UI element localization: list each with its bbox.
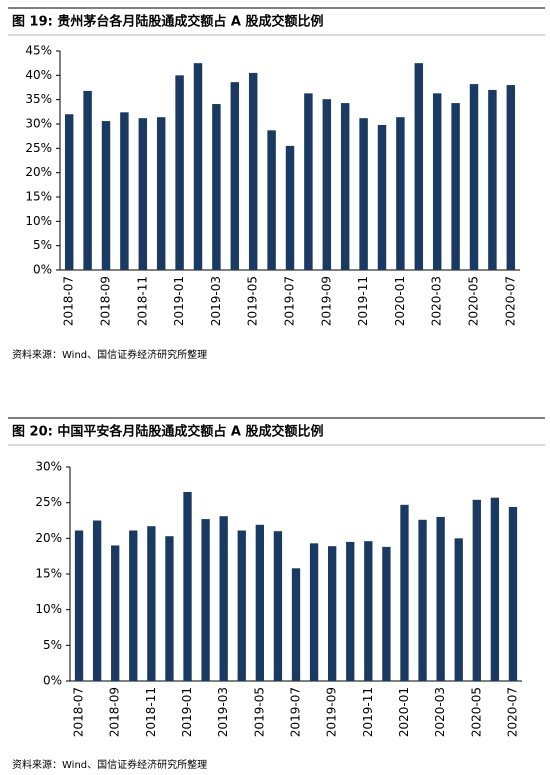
- bar: [129, 530, 138, 681]
- bar: [454, 538, 463, 681]
- bar: [488, 89, 497, 270]
- bar: [506, 85, 516, 270]
- y-tick-label: 30%: [25, 117, 52, 131]
- x-tick-label: 2020-03: [433, 687, 447, 737]
- bar: [64, 114, 74, 271]
- x-tick-label: 2019-09: [319, 276, 333, 326]
- y-tick-label: 15%: [35, 567, 62, 581]
- y-tick-label: 25%: [35, 495, 62, 509]
- bar: [451, 103, 460, 270]
- x-tick-label: 2018-07: [62, 276, 76, 326]
- bar: [183, 491, 192, 681]
- chart-title: 图 19: 贵州茅台各月陆股通成交额占 A 股成交额比例: [12, 14, 323, 30]
- bar: [382, 546, 391, 681]
- source-note: 资料来源：Wind、国信证券经济研究所整理: [12, 348, 207, 361]
- x-tick-label: 2020-05: [467, 276, 481, 326]
- bar: [377, 124, 387, 271]
- bar: [212, 104, 221, 271]
- x-tick-label: 2019-03: [209, 276, 223, 326]
- y-tick-label: 20%: [25, 165, 52, 179]
- bar: [248, 72, 258, 271]
- bar: [120, 112, 129, 270]
- x-tick-label: 2018-09: [99, 276, 113, 326]
- y-tick-label: 25%: [25, 141, 52, 155]
- bar: [237, 530, 246, 681]
- bar: [414, 63, 424, 270]
- bar: [111, 545, 120, 681]
- bar: [291, 568, 301, 681]
- bar: [346, 541, 355, 681]
- bar: [418, 519, 427, 681]
- bar: [201, 519, 210, 681]
- chart-title: 图 20: 中国平安各月陆股通成交额占 A 股成交额比例: [12, 424, 323, 440]
- bar: [255, 524, 264, 681]
- x-tick-label: 2019-09: [325, 687, 339, 737]
- bar: [273, 531, 283, 681]
- bar: [322, 99, 332, 271]
- x-tick-label: 2020-05: [469, 687, 483, 737]
- x-tick-label: 2018-11: [135, 276, 149, 326]
- bar: [165, 536, 174, 681]
- x-tick-label: 2018-09: [108, 687, 122, 737]
- y-tick-label: 5%: [33, 238, 52, 252]
- bar: [101, 121, 111, 270]
- bar: [74, 530, 84, 681]
- bar: [359, 118, 368, 270]
- x-tick-label: 2018-11: [144, 687, 158, 737]
- bar: [432, 93, 442, 270]
- bar: [147, 526, 156, 681]
- bar: [267, 130, 276, 270]
- x-tick-label: 2020-03: [430, 276, 444, 326]
- y-tick-label: 10%: [35, 602, 62, 616]
- y-tick-label: 15%: [25, 190, 52, 204]
- y-tick-label: 10%: [25, 214, 52, 228]
- bar: [175, 75, 184, 270]
- x-tick-label: 2019-05: [246, 276, 260, 326]
- bar: [193, 63, 203, 270]
- y-tick-label: 5%: [43, 638, 62, 652]
- x-tick-label: 2019-01: [180, 687, 194, 737]
- x-tick-label: 2018-07: [72, 687, 86, 737]
- bar: [490, 497, 500, 681]
- bar: [138, 118, 148, 270]
- bar: [92, 520, 102, 681]
- y-tick-label: 40%: [25, 68, 52, 82]
- bar: [396, 117, 405, 270]
- bar: [285, 145, 295, 270]
- x-tick-label: 2019-01: [172, 276, 186, 326]
- x-tick-label: 2019-05: [252, 687, 266, 737]
- bar: [508, 506, 518, 681]
- y-tick-label: 0%: [33, 263, 52, 277]
- bar: [469, 84, 479, 271]
- bar: [400, 504, 409, 681]
- x-tick-label: 2019-11: [356, 276, 370, 326]
- bar: [328, 546, 337, 681]
- bar: [304, 93, 313, 270]
- x-tick-label: 2020-01: [397, 687, 411, 737]
- bar: [472, 499, 481, 681]
- bar: [83, 90, 92, 270]
- y-tick-label: 20%: [35, 531, 62, 545]
- y-tick-label: 30%: [35, 460, 62, 474]
- y-tick-label: 35%: [25, 92, 52, 106]
- bar: [230, 82, 240, 270]
- x-tick-label: 2019-07: [283, 276, 297, 326]
- bar: [156, 117, 166, 270]
- y-tick-label: 45%: [25, 44, 52, 58]
- y-tick-label: 0%: [43, 674, 62, 688]
- x-tick-label: 2020-07: [505, 687, 519, 737]
- bar: [219, 516, 228, 681]
- bar: [309, 543, 319, 681]
- source-note: 资料来源：Wind、国信证券经济研究所整理: [12, 758, 207, 771]
- x-tick-label: 2020-01: [393, 276, 407, 326]
- x-tick-label: 2019-11: [361, 687, 375, 737]
- x-tick-label: 2019-07: [289, 687, 303, 737]
- x-tick-label: 2020-07: [503, 276, 517, 326]
- bar: [436, 516, 445, 681]
- bar: [340, 103, 350, 270]
- x-tick-label: 2019-03: [216, 687, 230, 737]
- bar: [364, 541, 373, 681]
